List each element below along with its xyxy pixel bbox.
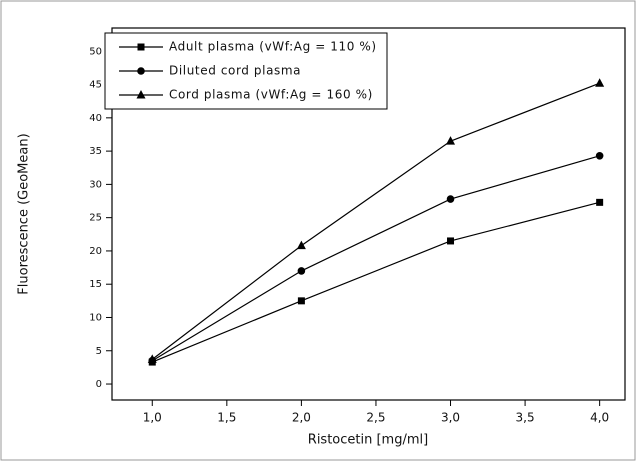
- series-line: [151, 82, 600, 360]
- x-tick-label: 2,5: [366, 411, 385, 425]
- legend-label: Cord plasma (vWf:Ag = 160 %): [169, 88, 373, 102]
- y-tick-label: 25: [89, 213, 102, 224]
- y-tick-label: 30: [89, 179, 102, 190]
- legend-marker: [137, 67, 145, 75]
- y-tick-label: 5: [96, 346, 102, 357]
- legend-label: Adult plasma (vWf:Ag = 110 %): [169, 40, 377, 54]
- x-tick-label: 2,0: [292, 411, 311, 425]
- series-line: [151, 155, 600, 362]
- y-tick-label: 35: [89, 146, 102, 157]
- y-tick-label: 50: [89, 46, 102, 57]
- y-tick-label: 40: [89, 113, 102, 124]
- data-point: [446, 195, 455, 203]
- data-point: [595, 151, 604, 160]
- data-point: [595, 78, 605, 87]
- y-tick-label: 15: [89, 279, 102, 290]
- legend-marker: [137, 43, 145, 51]
- plot-area: [111, 27, 626, 401]
- data-point: [297, 297, 305, 305]
- x-tick-label: 3,0: [441, 411, 460, 425]
- legend-label: Diluted cord plasma: [169, 64, 301, 78]
- data-point: [296, 240, 306, 250]
- x-tick-label: 4,0: [590, 411, 609, 425]
- y-axis-title: Fluorescence (GeoMean): [17, 133, 32, 294]
- data-point: [447, 237, 455, 245]
- legend-marker: [136, 90, 146, 99]
- y-tick-label: 45: [89, 80, 102, 91]
- data-point: [147, 354, 157, 363]
- x-tick-label: 3,5: [516, 411, 535, 425]
- y-tick-label: 10: [89, 312, 102, 323]
- data-point: [596, 198, 604, 206]
- x-axis-title: Ristocetin [mg/ml]: [308, 433, 428, 448]
- data-point: [446, 136, 456, 145]
- series-line: [152, 201, 600, 363]
- data-point: [297, 267, 306, 275]
- y-tick-label: 0: [96, 379, 102, 390]
- y-tick-label: 20: [89, 246, 102, 257]
- x-tick-label: 1,0: [143, 411, 162, 425]
- x-tick-label: 1,5: [217, 411, 236, 425]
